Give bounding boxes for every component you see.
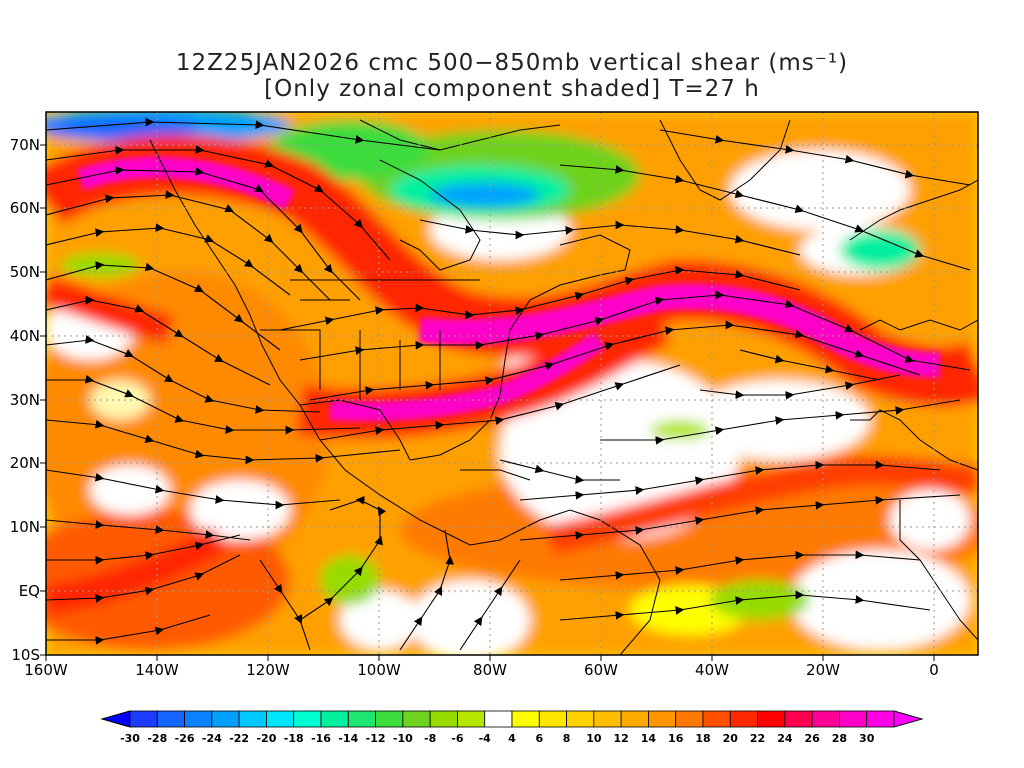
colorbar-label: 6: [535, 732, 544, 745]
colorbar-left-arrow: [100, 710, 131, 728]
colorbar-label: 24: [777, 732, 793, 745]
colorbar-swatch: [402, 710, 431, 728]
colorbar-swatch: [293, 710, 322, 728]
lat-label: 10N: [9, 518, 40, 536]
colorbar-label: 26: [804, 732, 820, 745]
colorbar-swatch: [211, 710, 240, 728]
lat-label: 40N: [9, 327, 40, 345]
lon-label: 160W: [24, 661, 68, 679]
colorbar-label: -6: [451, 732, 464, 745]
lat-label: 10S: [11, 646, 40, 664]
colorbar-swatch: [511, 710, 540, 728]
colorbar-label: -8: [424, 732, 437, 745]
colorbar-label: -24: [201, 732, 222, 745]
colorbar-swatch: [811, 710, 840, 728]
colorbar-label: 10: [586, 732, 602, 745]
colorbar-swatch: [729, 710, 758, 728]
colorbar-label: 22: [749, 732, 766, 745]
axis-ticks: [40, 144, 935, 661]
colorbar-label: 16: [668, 732, 684, 745]
map-title: 12Z25JAN2026 cmc 500−850mb vertical shea…: [175, 50, 849, 76]
colorbar-label: -10: [392, 732, 413, 745]
colorbar-swatch: [566, 710, 595, 728]
colorbar-label: -30: [120, 732, 140, 745]
map-subtitle: [Only zonal component shaded] T=27 h: [264, 76, 760, 102]
colorbar-label: -26: [174, 732, 195, 745]
colorbar-swatch: [484, 710, 513, 728]
colorbar-label: -14: [338, 732, 359, 745]
lon-label: 120W: [246, 661, 290, 679]
lat-label: 60N: [9, 199, 40, 217]
colorbar-label: -22: [229, 732, 250, 745]
colorbar-swatch: [757, 710, 786, 728]
lon-label: 0: [929, 661, 939, 679]
lon-label: 100W: [357, 661, 401, 679]
lat-label: EQ: [18, 582, 40, 600]
colorbar-swatch: [839, 710, 868, 728]
plot-frame: [45, 111, 979, 656]
colorbar-swatch: [347, 710, 376, 728]
streamlines: [46, 117, 971, 651]
lat-label: 20N: [9, 454, 40, 472]
colorbar-label: 20: [722, 732, 738, 745]
colorbar-label: 8: [562, 732, 571, 745]
colorbar-swatch: [429, 710, 458, 728]
colorbar-label: 28: [831, 732, 848, 745]
colorbar-swatch: [784, 710, 813, 728]
colorbar-label: 12: [613, 732, 629, 745]
lat-label: 30N: [9, 391, 40, 409]
colorbar-swatch: [866, 710, 895, 728]
colorbar-label: -16: [311, 732, 331, 745]
colorbar-label: -28: [147, 732, 168, 745]
colorbar-swatch: [457, 710, 486, 728]
colorbar-swatch: [320, 710, 349, 728]
colorbar-label: -18: [283, 732, 304, 745]
colorbar-swatch: [266, 710, 295, 728]
colorbar-swatch: [648, 710, 677, 728]
colorbar-label: 30: [859, 732, 875, 745]
lat-label: 50N: [9, 263, 40, 281]
colorbar-right-arrow: [893, 710, 924, 728]
colorbar-swatch: [702, 710, 731, 728]
colorbar-label: -12: [365, 732, 386, 745]
colorbar-label: 4: [508, 732, 516, 745]
colorbar-swatch: [129, 710, 158, 728]
colorbar-swatch: [156, 710, 185, 728]
colorbar-swatch: [593, 710, 622, 728]
colorbar-label: -4: [478, 732, 491, 745]
colorbar-swatch: [538, 710, 567, 728]
colorbar-swatch: [675, 710, 704, 728]
colorbar-label: -20: [256, 732, 277, 745]
colorbar-swatch: [184, 710, 213, 728]
lon-label: 140W: [135, 661, 179, 679]
lon-label: 60W: [584, 661, 618, 679]
colorbar-swatch: [238, 710, 267, 728]
colorbar-label: 14: [640, 732, 657, 745]
lon-label: 40W: [695, 661, 729, 679]
lat-label: 70N: [9, 136, 40, 154]
colorbar-swatch: [620, 710, 649, 728]
colorbar-swatch: [375, 710, 404, 728]
colorbar-label: 18: [695, 732, 711, 745]
lon-label: 80W: [473, 661, 507, 679]
lon-label: 20W: [806, 661, 840, 679]
